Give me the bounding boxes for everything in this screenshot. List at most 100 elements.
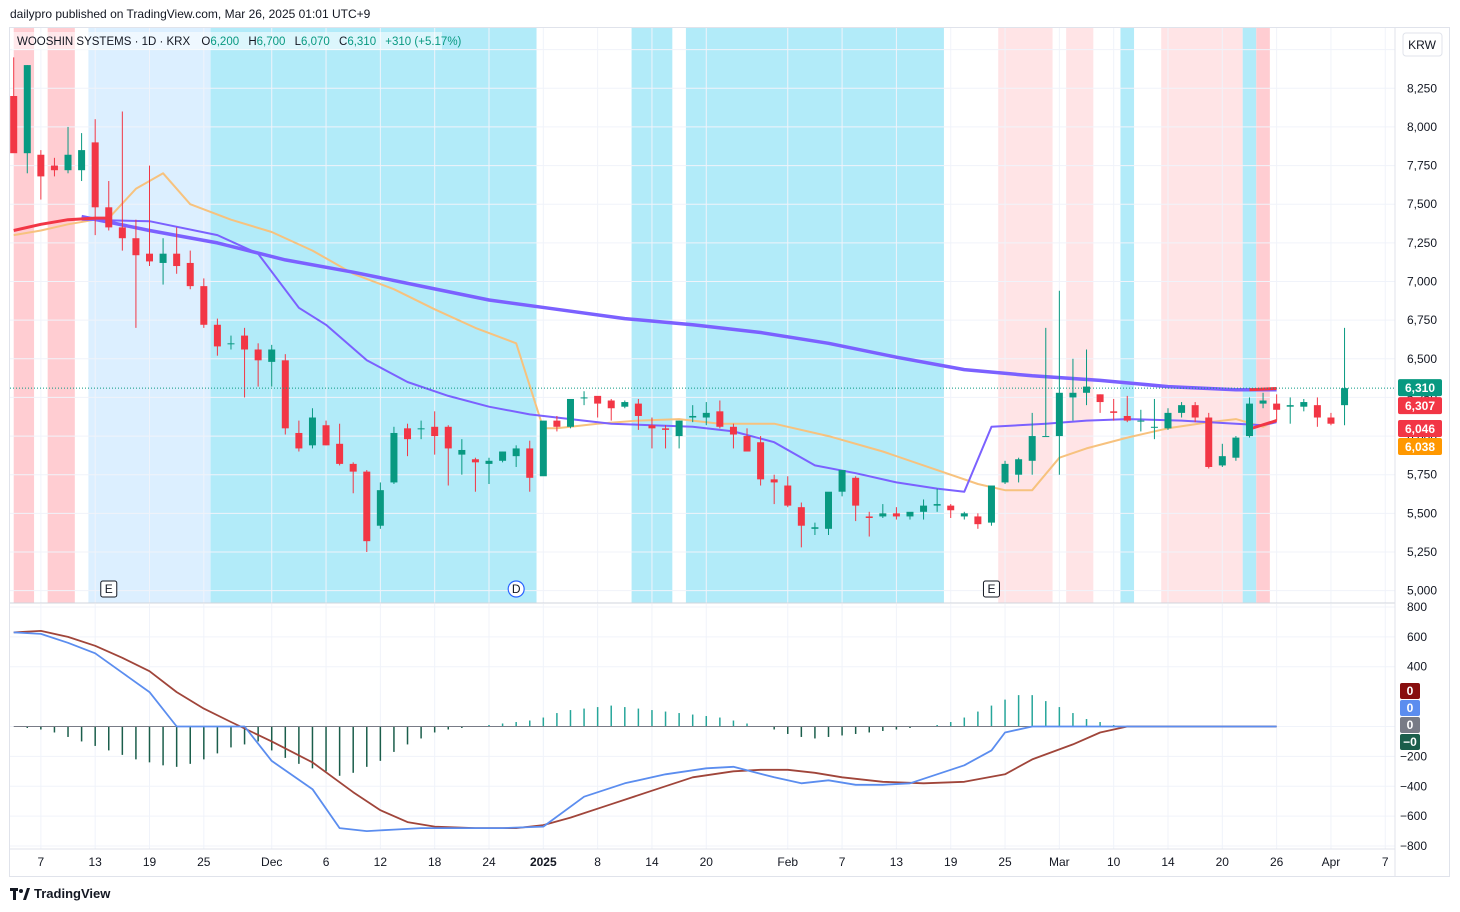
macd-badge — [1400, 734, 1420, 750]
time-axis[interactable]: 7 13 19 25 Dec 6 12 18 24 2025 8 14 20 Feb 7 13 19 25 Mar 1… — [38, 855, 1389, 869]
currency-button[interactable]: KRW — [1402, 32, 1443, 57]
candle-body — [933, 504, 941, 506]
time-tick-label: Dec — [261, 855, 282, 869]
candle-body — [186, 262, 194, 287]
legend-open: 6,200 — [210, 36, 239, 48]
macd-badge-label: −0 — [1403, 735, 1417, 749]
candle-body — [675, 420, 683, 437]
price-badge-label: 6,046 — [1405, 422, 1435, 436]
candle-body — [376, 490, 384, 526]
candle-body — [146, 253, 153, 262]
candle-body — [1055, 392, 1063, 437]
candle-body — [1273, 403, 1281, 410]
symbol-legend: WOOSHIN SYSTEMS · 1D · KRX O6,200 H6,700… — [12, 32, 462, 50]
price-chart[interactable]: 5,0005,2505,5005,7506,0006,2506,5006,750… — [0, 0, 1460, 880]
background-band — [1256, 28, 1270, 603]
candle-body — [1245, 403, 1253, 437]
candle-body — [390, 432, 398, 483]
time-tick-label: 26 — [1270, 855, 1284, 869]
candle-body — [37, 154, 45, 177]
candle-body — [10, 96, 18, 154]
background-band — [1066, 28, 1094, 603]
macd-tick-label: −400 — [1400, 779, 1427, 793]
candle-body — [1015, 459, 1023, 475]
candle-body — [64, 154, 72, 171]
price-tick-label: 7,500 — [1407, 197, 1437, 211]
candle-body — [539, 420, 547, 477]
brand-name: TradingView — [34, 886, 111, 901]
background-bands — [13, 28, 1270, 603]
price-badge — [1398, 419, 1442, 437]
ma-short-line — [13, 172, 1278, 492]
candle-body — [1300, 402, 1308, 407]
candle-body — [78, 150, 86, 171]
candle-body — [1327, 417, 1335, 424]
price-tick-label: 7,000 — [1407, 274, 1437, 288]
background-band — [1120, 28, 1135, 603]
candle-body — [648, 425, 656, 429]
candle-body — [526, 448, 534, 478]
candle-body — [1341, 388, 1349, 406]
publisher-text: dailypro published on TradingView.com, M… — [10, 7, 371, 21]
candle-body — [729, 426, 737, 435]
legend-change: +310 (+5.17%) — [385, 36, 461, 48]
time-tick-label: Mar — [1049, 855, 1070, 869]
candle-body — [879, 513, 887, 517]
candle-body — [920, 505, 928, 512]
candle-body — [987, 485, 995, 523]
price-tick-label: 6,500 — [1407, 352, 1437, 366]
candle-body — [159, 253, 167, 263]
background-band — [685, 28, 944, 603]
time-tick-label: 6 — [323, 855, 330, 869]
candle-body — [594, 395, 602, 404]
candle-body — [213, 324, 221, 347]
candle-body — [716, 411, 724, 427]
macd-tick-label: 600 — [1407, 630, 1427, 644]
candle-body — [485, 460, 493, 464]
price-tick-label: 5,000 — [1407, 584, 1437, 598]
candle-body — [825, 491, 832, 529]
candle-body — [499, 451, 507, 461]
background-band — [1242, 28, 1257, 603]
legend-low: 6,070 — [301, 36, 330, 48]
price-axis[interactable]: 5,0005,2505,5005,7506,0006,2506,5006,750… — [1407, 43, 1437, 598]
candle-body — [947, 505, 955, 511]
candle-body — [974, 516, 982, 525]
candle-body — [308, 417, 316, 446]
grid-lines — [10, 28, 1395, 603]
event-marker-label: E — [105, 582, 113, 596]
ma-red-segment — [1249, 387, 1277, 392]
time-tick-label: 20 — [1216, 855, 1230, 869]
candle-body — [227, 343, 235, 345]
candle-body — [91, 142, 99, 208]
price-badge-label: 6,038 — [1405, 440, 1435, 454]
time-tick-label: 7 — [839, 855, 846, 869]
earnings-marker — [982, 580, 1000, 598]
time-tick-label: 13 — [890, 855, 904, 869]
candle-body — [1001, 463, 1009, 483]
candle-body — [743, 436, 751, 452]
candle-body — [1110, 411, 1118, 413]
price-tick-label: 8,250 — [1407, 81, 1437, 95]
time-tick-label: 13 — [89, 855, 103, 869]
time-tick-label: 8 — [594, 855, 601, 869]
candle-body — [1123, 415, 1131, 421]
legend-open-label: O — [201, 36, 210, 48]
legend-low-label: L — [295, 36, 302, 48]
candle-body — [1205, 417, 1213, 467]
candle-body — [431, 426, 439, 437]
legend-symbol[interactable]: WOOSHIN SYSTEMS · 1D · KRX — [17, 36, 190, 48]
candle-body — [336, 443, 344, 464]
candle-body — [797, 507, 805, 526]
price-badge — [1398, 397, 1442, 415]
macd-axis[interactable]: 800 600 400 −200 −400 −600 −800 — [1400, 600, 1427, 853]
candle-body — [689, 415, 697, 418]
ma-long-line — [81, 214, 1277, 392]
macd-line — [13, 631, 1277, 832]
background-band — [998, 28, 1053, 603]
candle-body — [784, 485, 792, 506]
tradingview-brand[interactable]: TradingView — [10, 886, 110, 901]
candle-body — [363, 471, 371, 542]
candle-body — [444, 426, 452, 449]
dividend-marker — [507, 580, 525, 598]
